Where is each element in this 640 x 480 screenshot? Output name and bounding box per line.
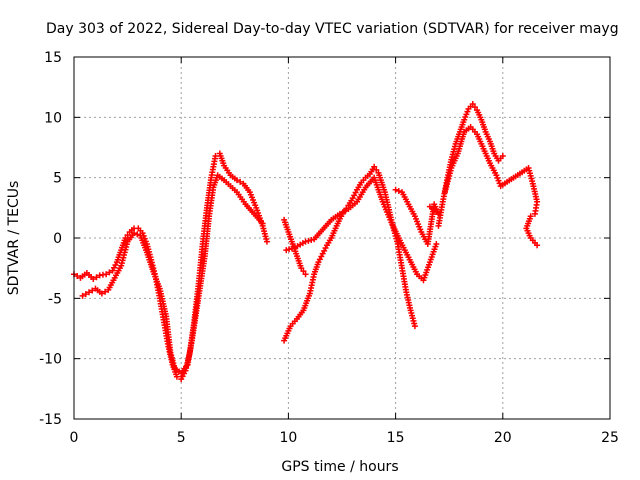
data-point [134,231,141,238]
data-point [499,152,506,159]
y-tick-label: -5 [48,291,62,307]
data-point [122,235,129,241]
data-point [93,274,100,281]
data-point [237,178,244,185]
data-point [305,237,312,244]
data-point [102,288,109,295]
data-point [86,289,93,296]
data-point [471,104,478,111]
data-point [90,276,97,283]
x-tick-label: 15 [387,430,405,446]
data-point [212,152,219,159]
data-point [373,166,380,173]
data-point [392,186,399,193]
data-point [411,323,418,330]
data-point [106,269,113,276]
plot-frame [73,56,611,420]
data-point [433,241,440,248]
data-point [98,290,105,297]
data-point [89,287,96,294]
data-point [300,268,307,275]
data-point [302,271,309,278]
y-axis-label: SDTVAR / TECUs [6,181,22,296]
data-point [103,271,110,278]
data-point [233,177,240,184]
x-tick-label: 20 [494,430,512,446]
data-point [534,242,541,249]
data-point [308,237,315,244]
y-tick-label: 15 [44,50,62,66]
data-point [74,273,81,280]
x-axis-label: GPS time / hours [281,459,398,475]
data-point [259,220,266,227]
data-point [173,373,180,380]
data-point [469,101,476,108]
data-point [288,245,295,252]
data-point [531,210,538,217]
data-point [371,163,378,170]
data-point [286,246,293,253]
y-tick-label: 5 [53,171,62,187]
x-tick-label: 0 [70,430,79,446]
chart-title: Day 303 of 2022, Sidereal Day-to-day VTE… [46,21,619,37]
y-tick-label: 0 [53,231,62,247]
data-point [302,238,309,245]
x-tick-label: 10 [279,430,297,446]
y-tick-label: -15 [39,412,62,428]
data-points [71,101,541,383]
data-point [426,203,433,210]
data-point [263,238,270,245]
y-tick-label: -10 [39,352,62,368]
data-point [395,187,402,194]
data-point [283,247,290,254]
data-point [298,265,305,272]
y-tick-label: 10 [44,110,62,126]
data-point [82,291,89,298]
data-point [131,230,138,237]
x-tick-label: 5 [177,430,186,446]
data-point [79,292,86,299]
x-tick-label: 25 [601,430,619,446]
